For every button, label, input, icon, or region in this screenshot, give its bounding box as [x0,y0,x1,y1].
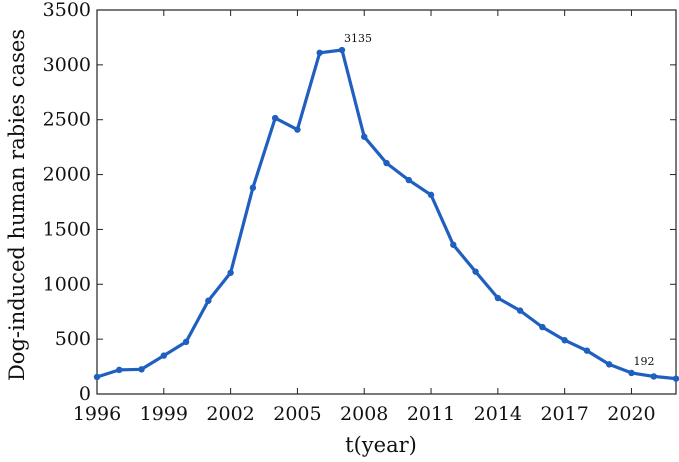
data-point [539,323,546,331]
y-tick-label: 1000 [43,273,91,295]
x-tick-label: 2002 [206,403,254,425]
data-point [472,268,479,275]
x-axis-label: t(year) [345,433,417,457]
data-point [205,297,212,304]
data-point [160,352,168,359]
data-point [271,114,279,122]
point-annotation: 3135 [344,32,372,45]
data-point [494,294,502,302]
y-tick-label: 3500 [43,0,91,21]
data-point [383,159,390,167]
data-point [93,373,101,381]
axis-ticks: 0 500 1000 1500 2000 2500 3000 3500 1996 1999 2002… [43,0,676,425]
data-point [605,361,613,368]
x-tick-label: 1999 [140,403,188,425]
x-tick-label: 1996 [73,403,121,425]
data-point [450,241,457,248]
data-point [249,184,257,191]
x-tick-label: 2008 [340,403,388,425]
data-point [628,369,635,377]
x-tick-label: 2005 [273,403,321,425]
data-point [116,366,123,374]
plot-frame [96,9,677,395]
series-line [95,48,678,381]
data-point [294,126,301,133]
data-point [672,375,679,382]
data-point [405,176,412,184]
y-tick-label: 2000 [43,164,91,186]
data-point [227,269,234,276]
series-line-layer [93,46,679,382]
data-point [561,337,568,344]
data-point [361,133,368,140]
data-point [427,191,435,199]
x-tick-label: 2014 [474,403,522,425]
y-tick-label: 500 [55,328,91,350]
data-point [138,366,145,373]
point-annotation: 192 [633,355,654,368]
y-tick-label: 1500 [43,218,91,240]
x-tick-label: 2011 [407,403,455,425]
data-point [182,338,190,346]
y-tick-label: 2500 [43,109,91,131]
y-tick-label: 0 [79,383,91,405]
data-point [516,307,524,314]
data-point [650,373,657,380]
data-point [338,46,346,54]
annotation-layer: 3135 192 [344,32,655,368]
data-point [316,49,323,56]
data-point [583,347,591,354]
x-tick-label: 2017 [540,403,588,425]
x-tick-label: 2020 [607,403,655,425]
y-tick-label: 3000 [43,54,91,76]
y-axis-label: Dog-induced human rabies cases [5,29,29,381]
